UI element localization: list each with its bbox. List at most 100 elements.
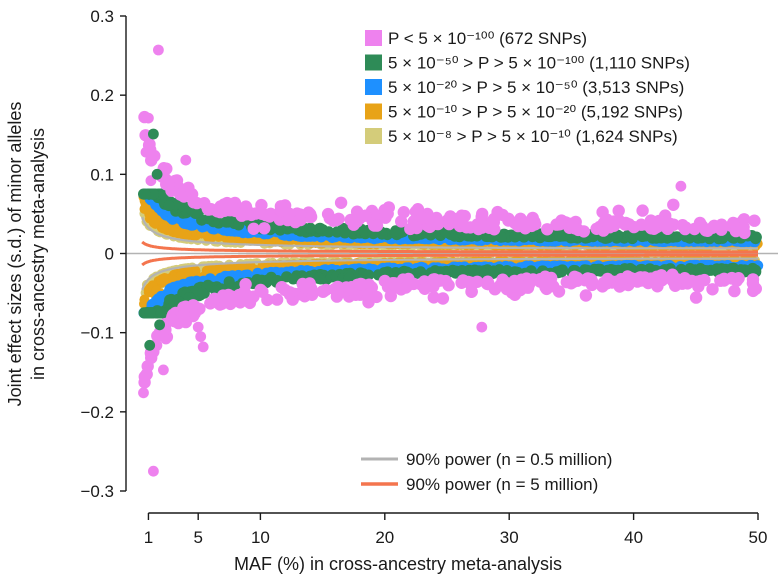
point-p4 xyxy=(232,261,243,272)
x-axis-ticks: 1 5 10 20 30 40 50 xyxy=(144,513,768,547)
point-p4 xyxy=(225,262,236,273)
point-p1 xyxy=(418,282,431,295)
outlier-point-p1 xyxy=(192,321,204,333)
point-p1 xyxy=(179,300,192,313)
outlier-point-p1 xyxy=(160,333,172,345)
y-tick-label: 0.1 xyxy=(90,165,114,184)
point-p1 xyxy=(256,285,269,298)
power-curve-n5 xyxy=(141,240,758,254)
y-tick-label: 0 xyxy=(105,245,114,264)
point-p1 xyxy=(715,220,729,234)
x-axis-title: MAF (%) in cross-ancestry meta-analysis xyxy=(234,554,562,574)
point-p1 xyxy=(444,210,457,223)
legend-swatch-p5 xyxy=(365,128,382,144)
point-p1 xyxy=(187,196,200,209)
point-p1 xyxy=(676,219,689,232)
point-p1 xyxy=(571,274,584,287)
point-p1 xyxy=(508,279,521,293)
outlier-point-p2 xyxy=(148,128,159,140)
power-curve-n05 xyxy=(141,216,758,250)
outlier-point-p1 xyxy=(140,146,152,158)
point-p2 xyxy=(220,216,232,228)
point-p2 xyxy=(189,207,201,219)
power-curve-n05 xyxy=(141,257,758,291)
outlier-point-p1 xyxy=(197,341,209,353)
point-p2 xyxy=(555,266,568,278)
point-p1 xyxy=(464,276,477,289)
point-p1 xyxy=(652,214,666,228)
point-p1 xyxy=(636,204,649,217)
point-p2 xyxy=(693,265,705,277)
x-tick-label: 5 xyxy=(193,528,202,547)
point-p2 xyxy=(177,200,189,212)
point-p1 xyxy=(522,277,535,291)
y-axis-ticks: −0.3 −0.2 −0.1 0 0.1 0.2 0.3 xyxy=(80,7,126,501)
point-p1 xyxy=(511,219,525,233)
point-p2 xyxy=(164,294,176,306)
point-p1 xyxy=(234,296,247,309)
point-p1 xyxy=(165,313,179,326)
point-p2 xyxy=(526,231,539,243)
point-p4 xyxy=(149,217,160,228)
legend: P < 5 × 10⁻¹⁰⁰ (672 SNPs) 5 × 10⁻⁵⁰ > P >… xyxy=(361,29,690,494)
point-p1 xyxy=(565,218,579,231)
point-p1 xyxy=(401,279,414,292)
point-p1 xyxy=(201,202,214,215)
point-p2 xyxy=(488,265,500,277)
point-p1 xyxy=(174,188,187,201)
point-p1 xyxy=(304,210,318,224)
point-p1 xyxy=(481,276,494,289)
point-p2 xyxy=(415,266,427,278)
point-p1 xyxy=(416,211,429,225)
point-p1 xyxy=(560,275,573,289)
point-p1 xyxy=(343,283,356,296)
outlier-point-p1 xyxy=(138,387,149,399)
x-tick-label: 1 xyxy=(144,528,153,547)
point-p1 xyxy=(460,221,473,234)
point-p1 xyxy=(664,271,677,284)
point-p2 xyxy=(636,230,648,243)
legend-swatch-p2 xyxy=(365,54,382,71)
point-p1 xyxy=(370,290,383,304)
legend-swatch-p4 xyxy=(365,103,382,120)
point-p1 xyxy=(317,285,330,298)
point-p2 xyxy=(147,188,160,200)
point-p2 xyxy=(684,232,696,244)
y-tick-label: 0.3 xyxy=(90,7,114,26)
point-p1 xyxy=(552,285,566,298)
point-p1 xyxy=(299,281,312,294)
x-tick-label: 40 xyxy=(624,528,643,547)
point-p1 xyxy=(748,214,761,227)
outlier-point-p2 xyxy=(151,168,163,180)
outlier-point-p2 xyxy=(154,319,166,331)
legend-label-p3: 5 × 10⁻²⁰ > P > 5 × 10⁻⁵⁰ (3,513 SNPs) xyxy=(388,78,684,97)
point-p1 xyxy=(390,280,403,293)
x-tick-label: 30 xyxy=(500,528,519,547)
point-p1 xyxy=(590,222,603,235)
point-p1 xyxy=(237,207,251,220)
point-p1 xyxy=(639,273,652,286)
power-curve-n5 xyxy=(141,253,758,267)
point-p2 xyxy=(749,264,761,276)
point-p2 xyxy=(144,307,156,319)
point-p2 xyxy=(611,230,623,242)
point-p1 xyxy=(614,273,628,286)
point-p1 xyxy=(601,272,614,286)
x-tick-label: 50 xyxy=(749,528,768,547)
point-p1 xyxy=(381,207,394,220)
point-p2 xyxy=(233,219,245,231)
point-p4 xyxy=(158,223,169,234)
point-p1 xyxy=(410,221,423,235)
point-p1 xyxy=(370,219,384,232)
point-p1 xyxy=(226,201,240,214)
point-p1 xyxy=(689,291,703,304)
point-p1 xyxy=(624,272,638,285)
point-p1 xyxy=(650,270,663,283)
point-p2 xyxy=(594,265,607,277)
point-p1 xyxy=(323,212,336,225)
point-p1 xyxy=(427,291,440,304)
point-p4 xyxy=(159,273,170,283)
point-p1 xyxy=(282,207,296,220)
point-p1 xyxy=(352,212,366,225)
